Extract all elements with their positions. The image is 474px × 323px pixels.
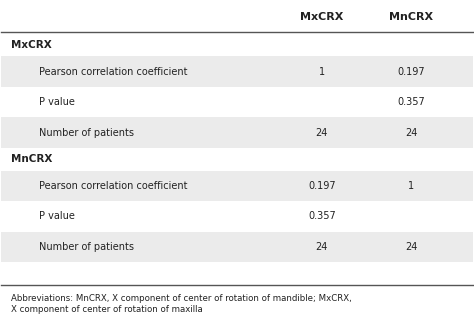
Text: 0.197: 0.197 [398,67,425,77]
Text: 24: 24 [405,242,418,252]
Text: Abbreviations: MnCRX, X component of center of rotation of mandible; MxCRX,
X co: Abbreviations: MnCRX, X component of cen… [11,294,352,314]
Text: 0.357: 0.357 [398,97,425,107]
Text: 1: 1 [408,181,414,191]
Text: MnCRX: MnCRX [11,154,52,164]
Text: 0.357: 0.357 [308,212,336,222]
Text: 24: 24 [316,128,328,138]
Text: P value: P value [39,212,75,222]
Text: P value: P value [39,97,75,107]
Text: MnCRX: MnCRX [389,12,433,22]
FancyBboxPatch shape [1,57,473,87]
Text: Pearson correlation coefficient: Pearson correlation coefficient [39,181,188,191]
Text: 1: 1 [319,67,325,77]
Text: MxCRX: MxCRX [300,12,344,22]
FancyBboxPatch shape [1,232,473,262]
Text: MxCRX: MxCRX [11,40,52,50]
Text: 24: 24 [316,242,328,252]
Text: Number of patients: Number of patients [39,128,134,138]
Text: Pearson correlation coefficient: Pearson correlation coefficient [39,67,188,77]
FancyBboxPatch shape [1,117,473,148]
Text: 24: 24 [405,128,418,138]
Text: Number of patients: Number of patients [39,242,134,252]
FancyBboxPatch shape [1,171,473,201]
Text: 0.197: 0.197 [308,181,336,191]
